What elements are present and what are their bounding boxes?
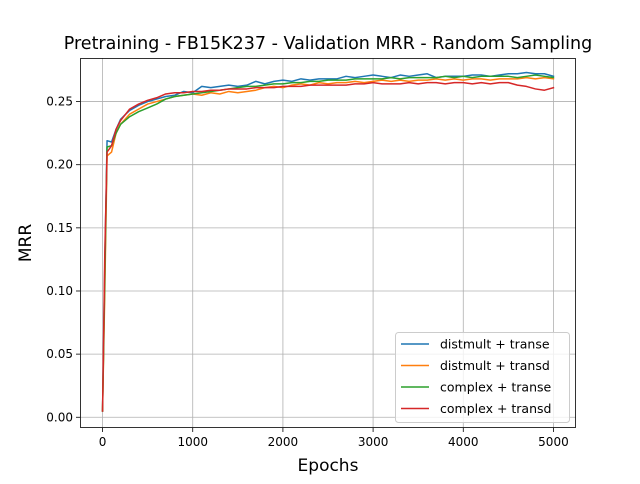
x-tick-label: 0: [99, 435, 107, 449]
grid: [80, 58, 576, 428]
legend: distmult + transe distmult + transd comple…: [395, 332, 570, 423]
y-tick-label: 0.20: [46, 158, 73, 172]
series-line-distmult-transd: [101, 76, 555, 412]
legend-label: distmult + transd: [440, 358, 550, 373]
x-tick-label: 3000: [358, 435, 389, 449]
y-axis-label: MRR: [16, 224, 36, 262]
chart-title: Pretraining - FB15K237 - Validation MRR …: [64, 34, 592, 54]
axis-ticks: 0 1000 2000 3000 4000 5000 0.00 0.05 0.10 0.15 0.2…: [46, 95, 568, 449]
series-lines: [101, 71, 555, 412]
x-tick-label: 5000: [538, 435, 569, 449]
plot-frame: [80, 58, 576, 428]
legend-label: complex + transe: [440, 380, 552, 395]
series-line-complex-transe: [101, 74, 555, 412]
y-tick-label: 0.25: [46, 95, 73, 109]
legend-label: distmult + transe: [440, 337, 550, 352]
x-tick-label: 4000: [448, 435, 479, 449]
y-tick-label: 0.15: [46, 221, 73, 235]
y-tick-label: 0.05: [46, 347, 73, 361]
y-tick-label: 0.00: [46, 410, 73, 424]
x-tick-label: 1000: [177, 435, 208, 449]
x-axis-label: Epochs: [298, 456, 359, 476]
legend-label: complex + transd: [440, 401, 551, 416]
x-tick-label: 2000: [268, 435, 299, 449]
series-line-complex-transd: [101, 81, 555, 412]
legend-box: [395, 332, 570, 423]
series-line-distmult-transe: [101, 71, 555, 412]
y-tick-label: 0.10: [46, 284, 73, 298]
